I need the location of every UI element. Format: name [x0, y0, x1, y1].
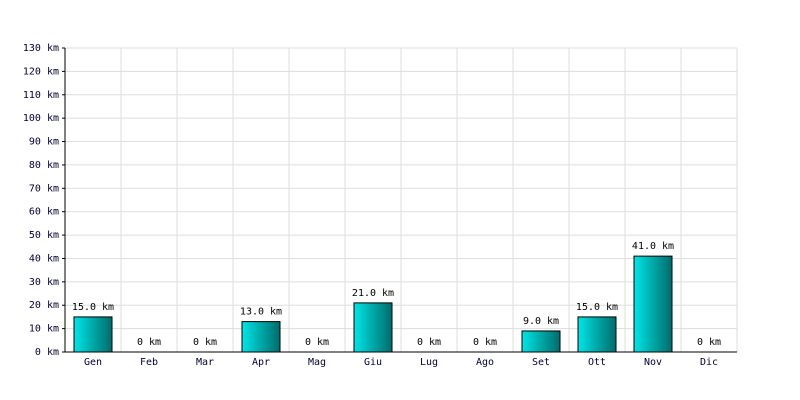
- x-tick-label: Mar: [196, 357, 214, 368]
- bar: [633, 255, 673, 353]
- x-tick-label: Ago: [476, 357, 494, 368]
- value-label: 0 km: [193, 337, 217, 348]
- y-tick-label: 80 km: [29, 160, 59, 171]
- value-label: 9.0 km: [523, 316, 559, 327]
- bar: [577, 316, 617, 353]
- y-tick-label: 130 km: [23, 43, 59, 54]
- x-tick-label: Ott: [588, 357, 606, 368]
- value-label: 15.0 km: [72, 302, 114, 313]
- y-tick-label: 90 km: [29, 137, 59, 148]
- bar: [521, 330, 561, 353]
- y-tick-label: 100 km: [23, 113, 59, 124]
- x-tick-label: Lug: [420, 357, 438, 368]
- x-tick-label: Apr: [252, 357, 270, 368]
- x-tick-label: Giu: [364, 357, 382, 368]
- bar: [241, 321, 281, 353]
- y-tick-label: 0 km: [35, 347, 59, 358]
- value-label: 0 km: [473, 337, 497, 348]
- bar: [353, 302, 393, 353]
- value-label: 15.0 km: [576, 302, 618, 313]
- x-tick-label: Feb: [140, 357, 158, 368]
- bar: [73, 316, 113, 353]
- y-tick-label: 30 km: [29, 277, 59, 288]
- value-label: 0 km: [305, 337, 329, 348]
- value-label: 21.0 km: [352, 288, 394, 299]
- y-tick-label: 20 km: [29, 300, 59, 311]
- x-tick-label: Set: [532, 357, 550, 368]
- value-label: 13.0 km: [240, 307, 282, 318]
- x-tick-label: Nov: [644, 357, 662, 368]
- y-tick-label: 50 km: [29, 230, 59, 241]
- y-tick-label: 110 km: [23, 90, 59, 101]
- y-tick-label: 60 km: [29, 207, 59, 218]
- x-tick-label: Dic: [700, 357, 718, 368]
- x-tick-label: Mag: [308, 357, 326, 368]
- y-tick-label: 120 km: [23, 66, 59, 77]
- y-tick-label: 40 km: [29, 253, 59, 264]
- x-tick-label: Gen: [84, 357, 102, 368]
- value-label: 41.0 km: [632, 241, 674, 252]
- y-tick-label: 10 km: [29, 324, 59, 335]
- value-label: 0 km: [137, 337, 161, 348]
- value-label: 0 km: [417, 337, 441, 348]
- value-label: 0 km: [697, 337, 721, 348]
- y-tick-label: 70 km: [29, 183, 59, 194]
